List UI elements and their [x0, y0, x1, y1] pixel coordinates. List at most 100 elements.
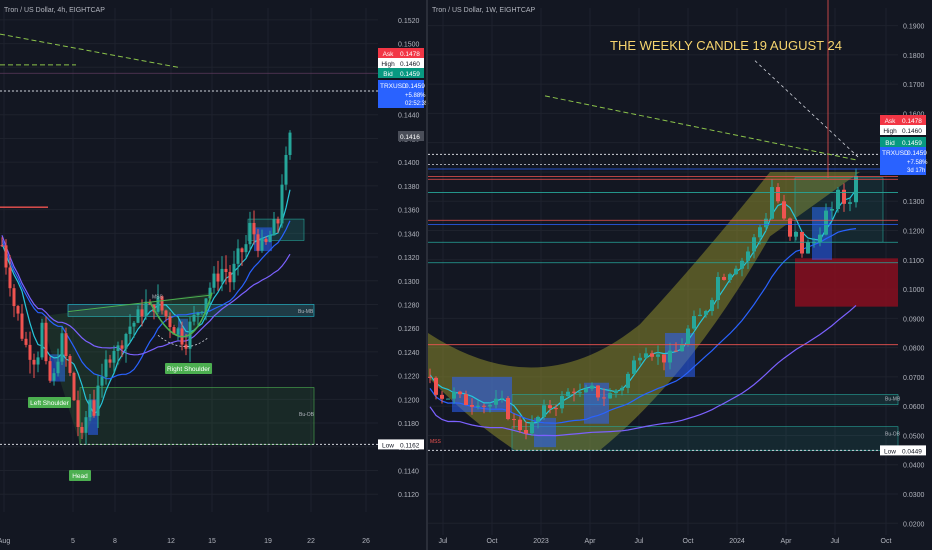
candle-body — [434, 377, 438, 395]
candle-body — [854, 175, 858, 203]
candle-body — [662, 354, 666, 363]
candle-body — [280, 184, 284, 224]
candle-body — [506, 398, 510, 420]
right-time-axis[interactable]: Jul Oct 2023 Apr Jul Oct 2024 Apr Jul Oct — [439, 538, 892, 545]
panel-divider[interactable] — [426, 0, 428, 550]
left-dashed-arrow-1 — [0, 33, 179, 68]
price-axis-label: 0.1380 — [398, 184, 420, 191]
candle-body — [572, 391, 576, 393]
candle-body — [782, 201, 786, 219]
candle-body — [56, 361, 60, 374]
candle-body — [488, 404, 492, 407]
candle-body — [4, 245, 8, 268]
candle-body — [264, 238, 268, 243]
time-axis-label: 12 — [167, 538, 175, 545]
candle-body — [216, 273, 220, 282]
left-chart-panel[interactable]: Bu-MB Bu-OB MSS Left Shoulder Right Shoulde… — [0, 7, 429, 545]
candle-body — [818, 234, 822, 243]
right-dashed-arrow — [544, 95, 859, 161]
candle-body — [740, 260, 744, 269]
price-axis-label: 0.1440 — [398, 113, 420, 120]
ma-purple — [429, 304, 857, 437]
candle-body — [208, 287, 212, 299]
price-axis-label: 0.1340 — [398, 231, 420, 238]
candle-body — [160, 296, 164, 311]
time-axis-label: 2024 — [729, 538, 745, 545]
ask-tag-label-bg — [378, 48, 398, 58]
candle-body — [104, 359, 108, 377]
candle-body — [260, 238, 264, 251]
candle-body — [124, 333, 128, 349]
high-tag-value-bg — [900, 125, 926, 135]
candle-body — [276, 219, 280, 224]
candle-body — [168, 316, 172, 328]
candle-body — [614, 390, 618, 394]
time-axis-label: Jul — [635, 538, 644, 545]
price-axis-label: 0.1280 — [398, 302, 420, 309]
candle-body — [440, 394, 444, 399]
candle-body — [746, 251, 750, 261]
candle-body — [560, 396, 564, 409]
last-price-bg — [880, 147, 926, 175]
price-axis-label: 0.1300 — [903, 199, 925, 206]
candle-body — [590, 385, 594, 389]
candle-body — [40, 322, 44, 358]
price-axis-label: 0.1240 — [398, 350, 420, 357]
symbol-label: TRXUSD — [882, 150, 909, 157]
price-axis-label: 0.1120 — [398, 492, 419, 499]
candle-body — [120, 345, 124, 349]
high-tag-label: High — [883, 128, 897, 135]
price-axis-label: 0.0500 — [903, 433, 925, 440]
low-tag-value: 0.1162 — [400, 442, 420, 449]
left-time-axis[interactable]: Aug 5 8 12 15 19 22 26 — [0, 538, 370, 545]
candle-body — [204, 298, 208, 312]
price-axis-label: 0.1260 — [398, 326, 420, 333]
right-chart-panel[interactable]: Bu-MB Bu-OB MSS Tron / US Dollar, 1W, EIG… — [428, 0, 928, 545]
cup-curve — [149, 292, 213, 338]
left-bu-ob-label: Bu-OB — [299, 412, 315, 418]
ask-tag-label: Ask — [885, 118, 897, 125]
candle-body — [220, 268, 224, 282]
right-shoulder-label: Right Shoulder — [167, 366, 211, 373]
candle-body — [164, 310, 168, 317]
candle-body — [28, 344, 32, 360]
candle-body — [542, 405, 546, 417]
bid-tag-label: Bid — [885, 140, 895, 147]
candle-body — [482, 405, 486, 407]
last-price: 0.1459 — [907, 150, 927, 157]
countdown: 02:52:35 — [405, 101, 429, 107]
time-axis-label: 15 — [208, 538, 216, 545]
candle-body — [96, 385, 100, 416]
candle-body — [608, 393, 612, 399]
candle-body — [76, 400, 80, 427]
candle-body — [184, 344, 188, 349]
price-axis-label: 0.1140 — [398, 468, 419, 475]
price-axis-label: 0.1520 — [398, 18, 420, 25]
candle-body — [212, 273, 216, 288]
candle-body — [68, 356, 72, 373]
price-axis-label: 0.1600 — [903, 111, 925, 118]
candle-body — [794, 231, 798, 237]
left-chart-title: Tron / US Dollar, 4h, EIGHTCAP — [4, 7, 105, 14]
price-axis-label: 0.0700 — [903, 375, 925, 382]
low-tag-value-bg — [398, 439, 424, 450]
candle-body — [240, 248, 244, 253]
last-price: 0.1459 — [405, 83, 425, 90]
left-shoulder-label: Left Shoulder — [30, 400, 70, 407]
time-axis-label: Oct — [881, 538, 892, 545]
candle-body — [638, 357, 642, 361]
time-axis-label: 26 — [362, 538, 370, 545]
candle-body — [176, 328, 180, 335]
candle-body — [512, 419, 516, 421]
ma-purple — [1, 235, 291, 356]
price-axis-label: 0.1320 — [398, 255, 420, 262]
candle-body — [848, 202, 852, 204]
low-tag-label-bg — [378, 439, 398, 450]
candle-body — [710, 300, 714, 312]
time-axis-label: Jul — [439, 538, 448, 545]
time-axis-label: Apr — [585, 538, 597, 545]
candle-body — [156, 296, 160, 312]
bid-tag-value: 0.1459 — [902, 140, 922, 147]
candle-body — [704, 311, 708, 315]
